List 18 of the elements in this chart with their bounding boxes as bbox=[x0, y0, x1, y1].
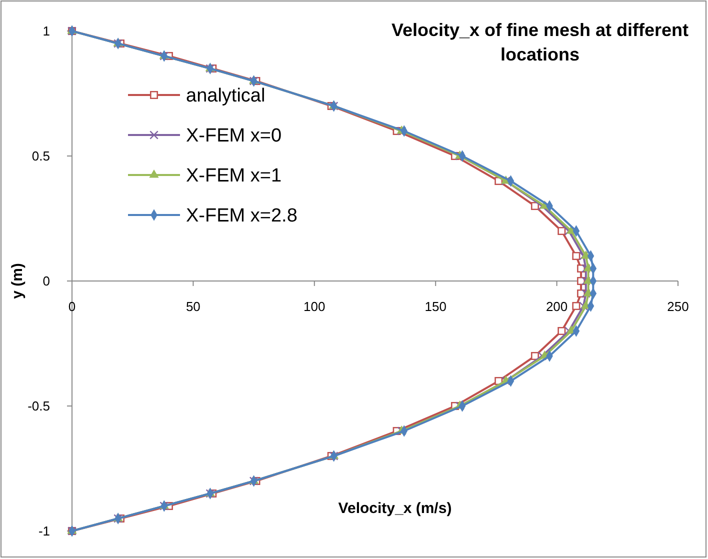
legend-label: X-FEM x=2.8 bbox=[186, 206, 298, 227]
x-tick-label: 0 bbox=[68, 299, 76, 314]
y-tick-label: 0 bbox=[42, 274, 50, 289]
x-tick-label: 150 bbox=[424, 299, 446, 314]
x-tick-label: 200 bbox=[546, 299, 568, 314]
y-tick-label: 1 bbox=[42, 24, 50, 39]
x-tick-label: 50 bbox=[186, 299, 200, 314]
chart-title: Velocity_x of fine mesh at different locations bbox=[391, 20, 689, 64]
x-axis-title: Velocity_x (m/s) bbox=[338, 500, 452, 517]
y-axis-title: y (m) bbox=[9, 263, 26, 299]
y-tick-label: 0.5 bbox=[32, 148, 50, 164]
legend-label: X-FEM x=0 bbox=[186, 126, 282, 147]
legend-label: X-FEM x=1 bbox=[186, 166, 282, 187]
y-tick-label: -1 bbox=[38, 524, 50, 539]
x-tick-label: 100 bbox=[304, 299, 326, 314]
y-tick-label: -0.5 bbox=[28, 398, 50, 414]
x-tick-label: 250 bbox=[667, 299, 689, 314]
legend-label: analytical bbox=[186, 86, 266, 107]
